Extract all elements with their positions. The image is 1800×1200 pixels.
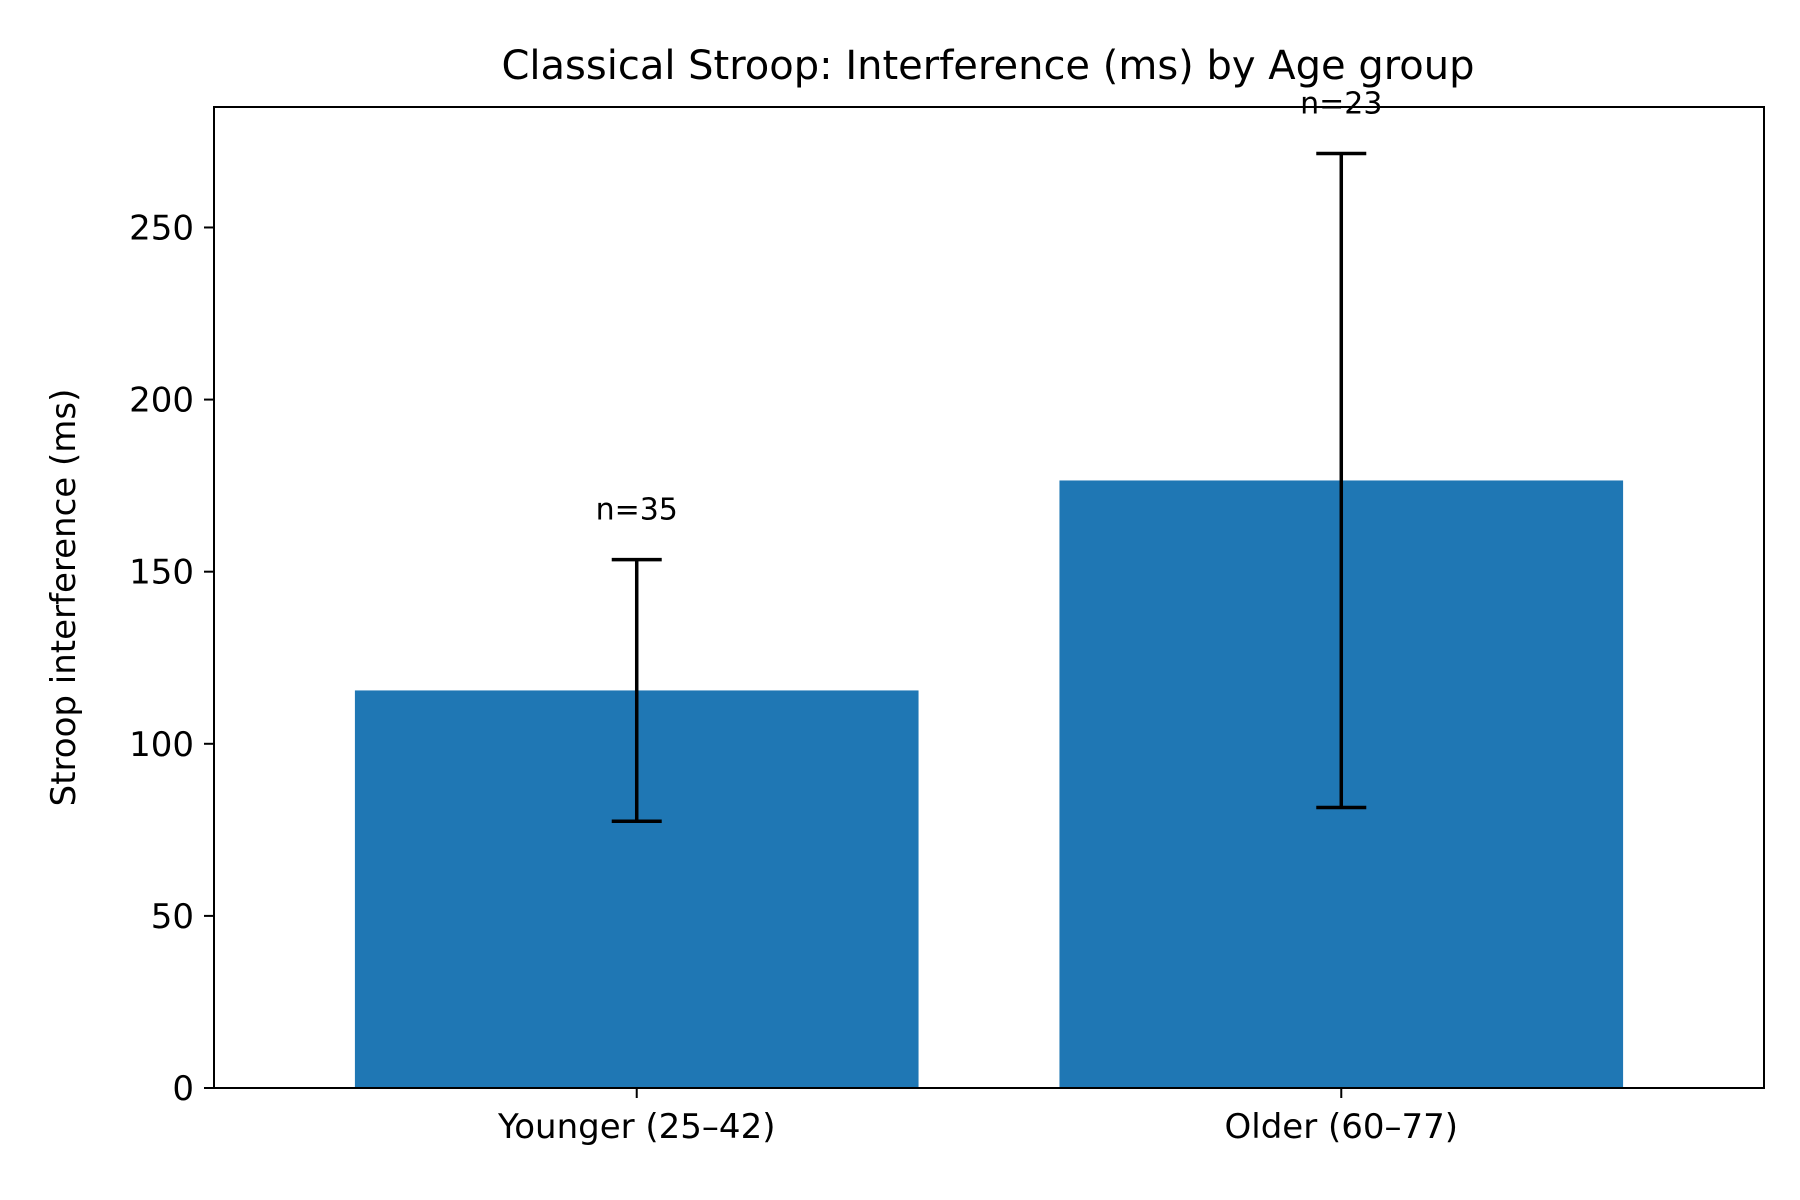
sample-size-label-1: n=23 [1300, 86, 1382, 121]
y-tick-label-1: 50 [151, 897, 194, 937]
chart-title: Classical Stroop: Interference (ms) by A… [501, 43, 1474, 89]
y-tick-label-3: 150 [129, 553, 194, 593]
y-axis-label: Stroop interference (ms) [44, 389, 84, 807]
y-axis-ticks: 0 50 100 150 200 250 [129, 208, 214, 1109]
x-tick-label-0: Younger (25–42) [497, 1107, 776, 1147]
y-tick-label-5: 250 [129, 208, 194, 248]
x-tick-label-1: Older (60–77) [1224, 1107, 1458, 1147]
y-tick-label-0: 0 [172, 1069, 194, 1109]
error-bars [611, 151, 1367, 823]
y-tick-label-4: 200 [129, 381, 194, 421]
plot-frame [213, 106, 1765, 1089]
x-axis-ticks: Younger (25–42) Older (60–77) [497, 1088, 1458, 1147]
bars [354, 480, 1624, 1089]
sample-size-labels: n=35 n=23 [596, 86, 1383, 527]
y-tick-label-2: 100 [129, 725, 194, 765]
sample-size-label-0: n=35 [596, 493, 678, 528]
